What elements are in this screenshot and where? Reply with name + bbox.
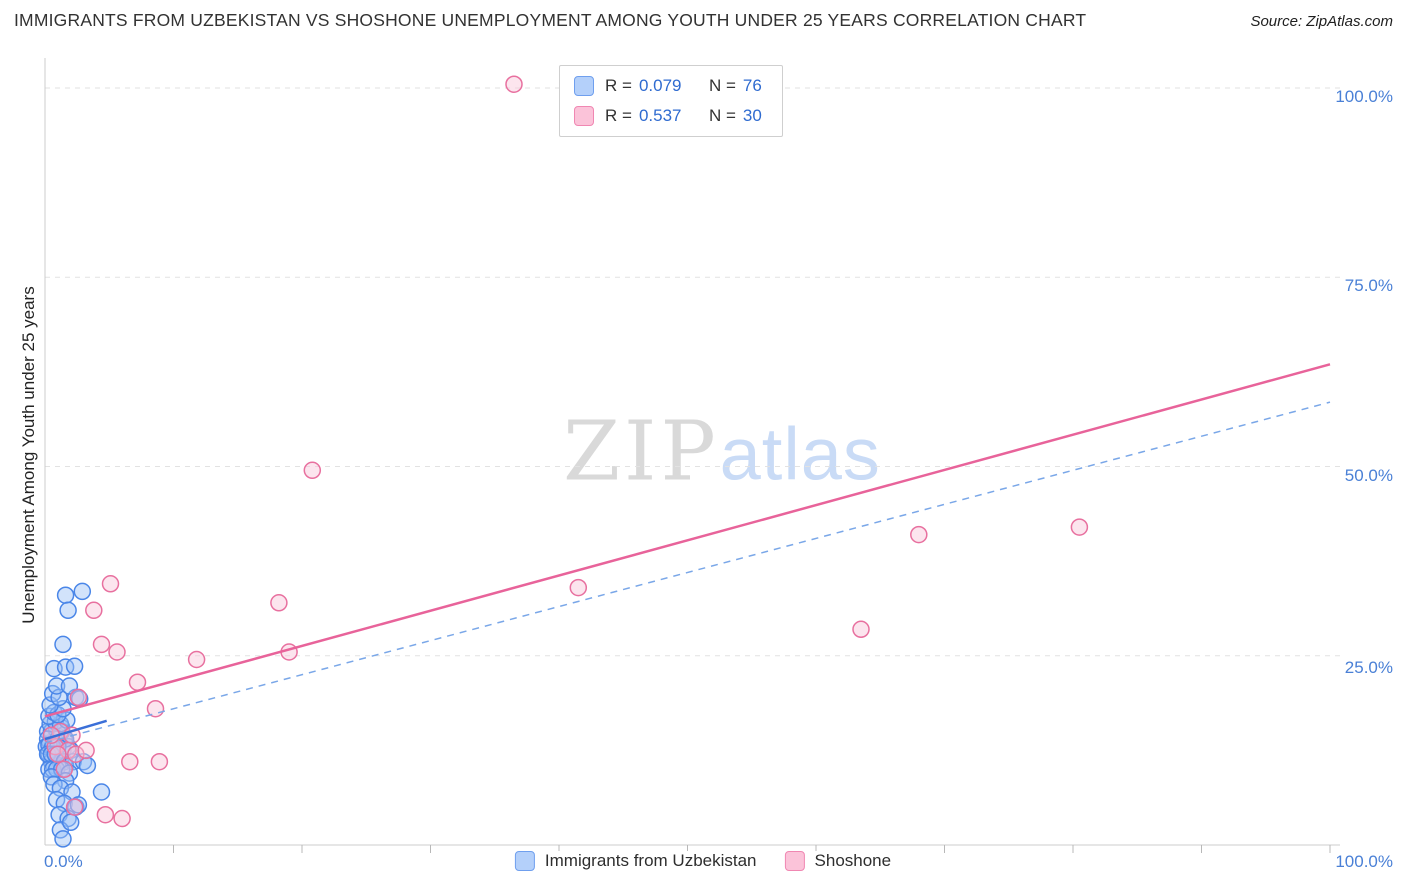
n-value: 76 — [742, 76, 762, 95]
scatter-point-uzbekistan — [56, 586, 75, 604]
scatter-point-uzbekistan — [65, 657, 84, 676]
uzbekistan-swatch-icon — [514, 851, 535, 871]
y-tick-label-75: 75.0% — [1344, 276, 1393, 295]
x-axis-label-max: 100.0% — [1335, 852, 1393, 871]
scatter-point-uzbekistan — [59, 601, 77, 620]
scatter-point-shoshone — [121, 752, 139, 771]
scatter-point-shoshone — [67, 745, 85, 763]
n-value: 30 — [742, 106, 762, 125]
series-legend-label: Shoshone — [814, 851, 892, 870]
scatter-point-shoshone — [92, 635, 111, 654]
shoshone-swatch-icon — [784, 851, 805, 871]
r-label: R = — [605, 76, 632, 95]
trend-line-uzbekistan-fit — [44, 719, 108, 741]
scatter-point-uzbekistan — [73, 582, 92, 601]
series-legend: Immigrants from Uzbekistan Shoshone — [514, 851, 892, 871]
r-label: R = — [605, 106, 632, 125]
scatter-point-shoshone — [910, 525, 928, 544]
scatter-point-shoshone — [69, 688, 88, 707]
trend-line-uzbekistan-fit-extrapolated — [44, 401, 1331, 744]
scatter-point-shoshone — [505, 75, 523, 93]
y-tick-label-50: 50.0% — [1344, 466, 1393, 485]
scatter-point-shoshone — [85, 601, 103, 620]
legend-stats-row-shoshone: R = 0.537 N = 30 — [574, 103, 762, 129]
scatter-point-uzbekistan — [47, 677, 66, 695]
y-tick-label-100: 100.0% — [1335, 87, 1393, 106]
scatter-point-shoshone — [128, 673, 147, 691]
y-tick-label-25: 25.0% — [1344, 658, 1393, 677]
source-attribution[interactable]: Source: ZipAtlas.com — [1250, 13, 1393, 30]
scatter-point-shoshone — [77, 741, 95, 760]
scatter-point-shoshone — [150, 752, 169, 771]
n-label: N = — [708, 76, 736, 95]
trend-line-shoshone-fit — [44, 363, 1331, 718]
scatter-point-shoshone — [96, 805, 115, 824]
r-value: 0.537 — [638, 106, 682, 125]
scatter-point-shoshone — [569, 578, 588, 597]
page-title: IMMIGRANTS FROM UZBEKISTAN VS SHOSHONE U… — [14, 10, 1087, 30]
scatter-point-shoshone — [55, 760, 74, 779]
n-label: N = — [708, 106, 736, 125]
legend-stats-box: R = 0.079 N = 76 R = 0.537 N = 30 — [559, 65, 783, 137]
scatter-point-shoshone — [101, 575, 120, 593]
scatter-point-uzbekistan — [61, 813, 80, 832]
scatter-point-uzbekistan — [56, 658, 75, 676]
scatter-point-shoshone — [303, 461, 322, 480]
scatter-point-shoshone — [1070, 518, 1089, 536]
scatter-point-shoshone — [852, 620, 870, 639]
shoshone-swatch-icon — [574, 106, 594, 126]
scatter-point-shoshone — [270, 594, 288, 612]
series-legend-item-shoshone[interactable]: Shoshone — [784, 851, 892, 871]
scatter-point-uzbekistan — [78, 756, 97, 775]
scatter-point-shoshone — [65, 798, 84, 816]
uzbekistan-swatch-icon — [574, 76, 594, 96]
scatter-point-shoshone — [187, 650, 206, 669]
scatter-point-uzbekistan — [54, 635, 72, 654]
scatter-point-uzbekistan — [60, 677, 79, 695]
series-legend-label: Immigrants from Uzbekistan — [544, 851, 757, 870]
scatter-point-uzbekistan — [92, 783, 111, 801]
scatter-point-shoshone — [113, 809, 131, 828]
scatter-point-uzbekistan — [54, 830, 72, 848]
legend-stats-row-uzbekistan: R = 0.079 N = 76 — [574, 73, 762, 99]
x-axis-label-min: 0.0% — [44, 852, 83, 871]
r-value: 0.079 — [638, 76, 682, 95]
series-legend-item-uzbekistan[interactable]: Immigrants from Uzbekistan — [514, 851, 757, 871]
scatter-point-shoshone — [108, 643, 126, 661]
scatter-point-shoshone — [49, 745, 67, 763]
